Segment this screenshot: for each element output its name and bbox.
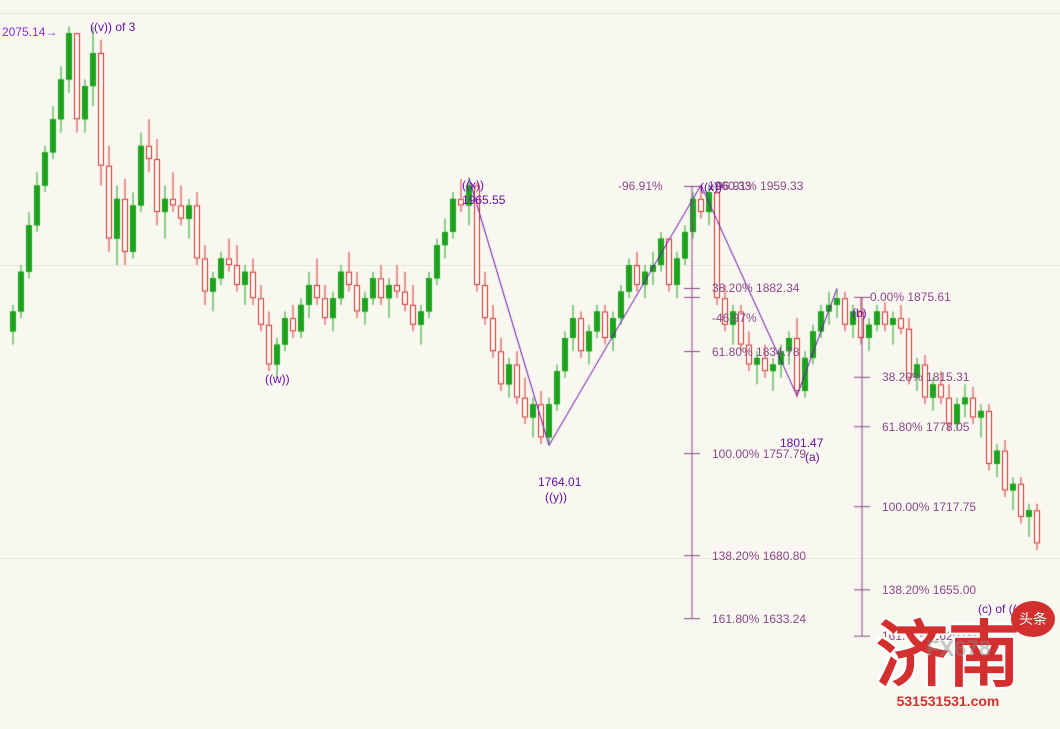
fib-level-label: 38.20% 1882.34 (712, 281, 799, 295)
elliott-wave-label: (c) of ((z)) (978, 602, 1031, 616)
fib-level-label: 61.80% 1834.78 (712, 345, 799, 359)
fib-level-label: -46.97% (712, 311, 757, 325)
candlestick-chart (0, 0, 1060, 729)
fib-level-label: 138.20% 1680.80 (712, 549, 806, 563)
elliott-wave-label: (b) (852, 306, 867, 320)
fib-level-label: 100.00% 1717.75 (882, 500, 976, 514)
elliott-wave-label: ((x)) (462, 178, 484, 192)
elliott-wave-label: ((w)) (265, 372, 290, 386)
fib-level-label: 0.00% 1875.61 (870, 290, 951, 304)
fib-level-label: 61.80% 1778.05 (882, 420, 969, 434)
fib-level-label: 161.80% 1620.00 (882, 629, 976, 643)
elliott-wave-label: 1764.01 (538, 475, 581, 489)
elliott-wave-label: ((x)) (700, 180, 722, 194)
fib-level-label: 138.20% 1655.00 (882, 583, 976, 597)
fib-level-label: 161.80% 1633.24 (712, 612, 806, 626)
elliott-wave-label: 1965.55 (462, 193, 505, 207)
elliott-wave-label: ((y)) (545, 490, 567, 504)
fib-level-label: 38.20% 1815.31 (882, 370, 969, 384)
elliott-wave-label: ((v)) of 3 (90, 20, 135, 34)
elliott-wave-label: (a) (805, 450, 820, 464)
price-pointer: 2075.14→ (2, 25, 57, 39)
fib-level-label: -96.91% (618, 179, 663, 193)
elliott-wave-label: 1801.47 (780, 436, 823, 450)
